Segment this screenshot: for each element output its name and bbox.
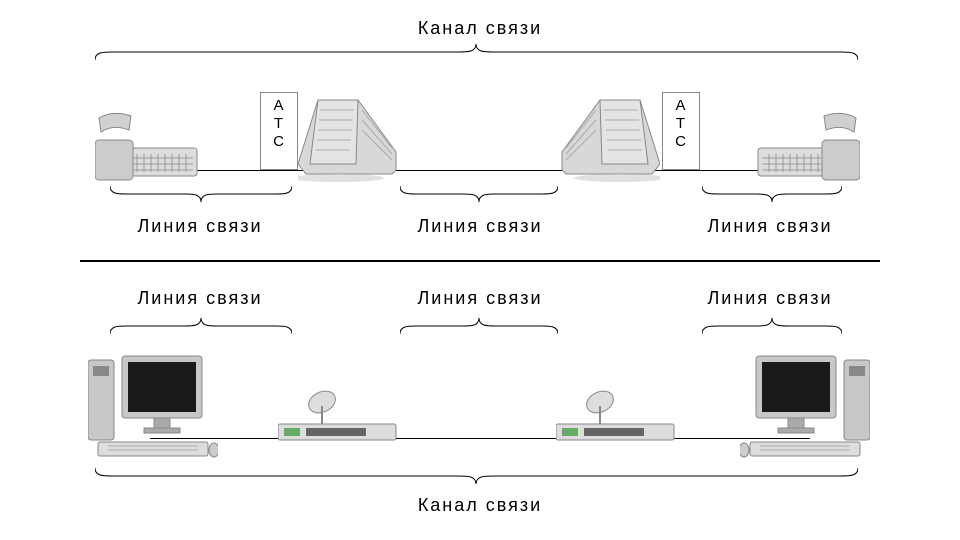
computer-left-icon xyxy=(88,350,218,460)
row1-brace-2 xyxy=(400,186,558,204)
row2-line-label-2: Линия связи xyxy=(380,288,580,309)
row2-line-label-3: Линия связи xyxy=(670,288,870,309)
row2-brace-1 xyxy=(110,316,292,334)
row2-brace-3 xyxy=(702,316,842,334)
bottom-channel-brace xyxy=(95,468,858,488)
building-right-icon xyxy=(560,92,660,182)
row2-line-label-1: Линия связи xyxy=(100,288,300,309)
top-channel-brace xyxy=(95,42,858,62)
row1-line-label-1: Линия связи xyxy=(100,216,300,237)
modem-right-icon xyxy=(556,388,676,448)
modem-left-icon xyxy=(278,388,398,448)
row2-brace-2 xyxy=(400,316,558,334)
row1-line-label-3: Линия связи xyxy=(670,216,870,237)
telephone-left-icon xyxy=(95,110,205,185)
row1-baseline xyxy=(120,170,840,171)
telephone-right-icon xyxy=(750,110,860,185)
row1-brace-1 xyxy=(110,186,292,204)
ats-box-left: А Т С xyxy=(260,92,298,170)
ats-box-right: А Т С xyxy=(662,92,700,170)
top-channel-label: Канал связи xyxy=(0,18,960,39)
row1-brace-3 xyxy=(702,186,842,204)
computer-right-icon xyxy=(740,350,870,460)
building-left-icon xyxy=(298,92,398,182)
row2-baseline xyxy=(150,438,810,439)
section-divider xyxy=(80,260,880,262)
row1-line-label-2: Линия связи xyxy=(380,216,580,237)
bottom-channel-label: Канал связи xyxy=(0,495,960,516)
